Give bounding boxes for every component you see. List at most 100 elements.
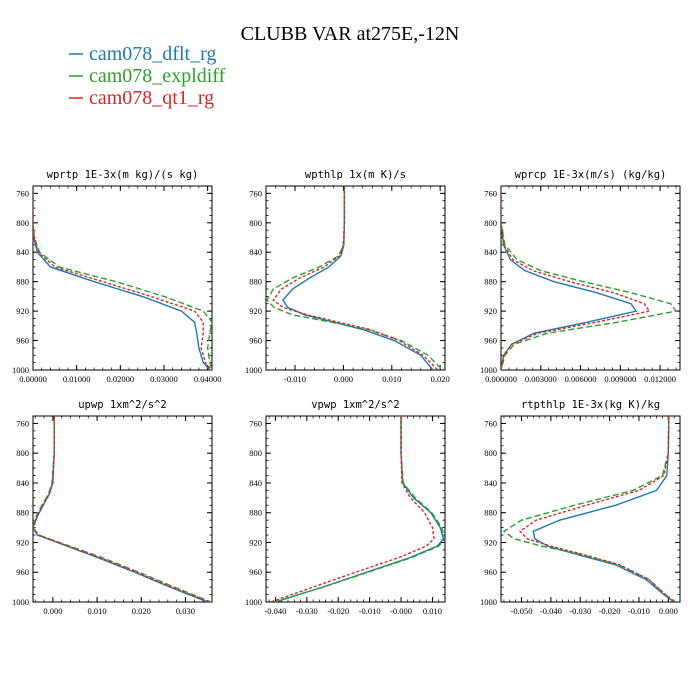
y-tick-label: 1000: [480, 597, 497, 607]
y-tick-label: 1000: [480, 365, 497, 375]
panel-title: wprtp 1E-3x(m kg)/(s kg): [47, 169, 199, 181]
panel-6: rtpthlp 1E-3x(kg K)/kg 760 800 840 880 920 960…: [480, 399, 681, 616]
x-tick-label: 0.009000: [604, 374, 636, 384]
y-tick-label: 1000: [12, 597, 29, 607]
panel-title: rtpthlp 1E-3x(kg K)/kg: [521, 399, 660, 411]
plot-frame: [265, 415, 446, 603]
x-tick-label: 0.03000: [150, 374, 178, 384]
x-tick-label: 0.000: [334, 374, 353, 384]
x-tick-label: 0.01000: [63, 374, 91, 384]
series-line-cam078_expldiff: [502, 416, 677, 602]
x-tick-label: 0.010: [88, 606, 107, 616]
y-tick-label: 840: [249, 247, 262, 257]
y-tick-label: 840: [16, 478, 29, 488]
series-line-cam078_expldiff: [33, 186, 212, 370]
y-tick-label: 960: [249, 567, 262, 577]
x-tick-label: 0.020: [132, 606, 151, 616]
x-tick-label: 0.000: [43, 606, 62, 616]
legend-entry: cam078_expldiff: [89, 65, 226, 87]
y-tick-label: 920: [249, 306, 262, 316]
y-tick-label: 880: [16, 508, 29, 518]
series-line-cam078_qt1_rg: [33, 416, 211, 602]
x-tick-label: 0.04000: [194, 374, 222, 384]
panel-title: wpthlp 1x(m K)/s: [305, 169, 406, 181]
y-tick-label: 840: [484, 247, 497, 257]
plot-frame: [500, 185, 681, 371]
series-line-cam078_dflt_rg: [282, 186, 434, 370]
x-tick-label: 0.000: [659, 606, 678, 616]
series-line-cam078_qt1_rg: [501, 186, 651, 370]
series-line-cam078_dflt_rg: [33, 416, 208, 602]
y-tick-label: 760: [484, 418, 497, 428]
x-tick-label: -0.010: [359, 606, 381, 616]
y-tick-label: 920: [484, 306, 497, 316]
legend-entry: cam078_dflt_rg: [89, 43, 216, 65]
x-tick-label: -0.000: [390, 606, 412, 616]
y-tick-label: 800: [249, 218, 262, 228]
y-tick-label: 760: [249, 418, 262, 428]
series-line-cam078_expldiff: [33, 416, 212, 602]
panel-5: vpwp 1xm^2/s^27608008408809209601000-0.0…: [245, 399, 446, 616]
x-tick-label: 0.00000: [19, 374, 47, 384]
x-tick-label: -0.020: [599, 606, 621, 616]
series-line-cam078_qt1_rg: [270, 416, 435, 602]
y-tick-label: 880: [249, 508, 262, 518]
y-tick-label: 1000: [12, 365, 29, 375]
y-tick-label: 760: [16, 188, 29, 198]
series-line-cam078_dflt_rg: [275, 416, 445, 602]
y-tick-label: 760: [249, 188, 262, 198]
x-tick-label: -0.030: [569, 606, 591, 616]
panel-4: upwp 1xm^2/s^2 760 800 840 880 920 960 1000 0.00…: [12, 399, 213, 616]
y-tick-label: 1000: [245, 597, 262, 607]
x-tick-label: 0.02000: [107, 374, 135, 384]
x-tick-label: 0.006000: [565, 374, 597, 384]
panel-3: wprcp 1E-3x(m/s) (kg/kg) 760 800 840 880 920 9…: [480, 169, 681, 384]
x-tick-label: 0.003000: [525, 374, 557, 384]
y-tick-label: 880: [249, 277, 262, 287]
x-tick-label: 0.020: [431, 374, 450, 384]
x-tick-label: -0.040: [264, 606, 286, 616]
y-tick-label: 920: [16, 306, 29, 316]
y-tick-label: 840: [16, 247, 29, 257]
x-tick-label: -0.030: [296, 606, 318, 616]
legend-entry: cam078_qt1_rg: [89, 87, 214, 109]
y-tick-label: 880: [484, 508, 497, 518]
y-tick-label: 880: [16, 277, 29, 287]
series-line-cam078_expldiff: [273, 416, 445, 602]
x-tick-label: 0.010: [382, 374, 401, 384]
y-tick-label: 880: [484, 277, 497, 287]
y-tick-label: 960: [16, 336, 29, 346]
panel-title: wprcp 1E-3x(m/s) (kg/kg): [515, 169, 667, 181]
y-tick-label: 960: [484, 567, 497, 577]
plot-frame: [32, 185, 213, 371]
y-tick-label: 800: [484, 218, 497, 228]
y-tick-label: 840: [484, 478, 497, 488]
x-tick-label: -0.040: [540, 606, 562, 616]
y-tick-label: 920: [484, 537, 497, 547]
y-tick-label: 800: [16, 448, 29, 458]
y-tick-label: 920: [249, 537, 262, 547]
y-tick-label: 760: [484, 188, 497, 198]
y-tick-label: 960: [249, 336, 262, 346]
series-line-cam078_qt1_rg: [518, 416, 675, 602]
x-tick-label: 0.010: [423, 606, 442, 616]
series-line-cam078_dflt_rg: [532, 416, 675, 602]
figure-title: CLUBB VAR at275E,-12N: [241, 23, 460, 45]
x-tick-label: -0.010: [628, 606, 650, 616]
y-tick-label: 800: [484, 448, 497, 458]
series-line-cam078_dflt_rg: [33, 186, 211, 370]
y-tick-label: 960: [484, 336, 497, 346]
x-tick-label: 0.000000: [485, 374, 517, 384]
y-tick-label: 920: [16, 537, 29, 547]
series-line-cam078_expldiff: [266, 186, 444, 370]
panels: wprtp 1E-3x(m kg)/(s kg) 760 800 840 880 920 9…: [12, 169, 681, 616]
plot-frame: [32, 415, 213, 603]
x-tick-label: -0.050: [511, 606, 533, 616]
y-tick-label: 800: [16, 218, 29, 228]
panel-1: wprtp 1E-3x(m kg)/(s kg) 760 800 840 880 920 9…: [12, 169, 221, 384]
plot-frame: [500, 415, 681, 603]
panel-title: upwp 1xm^2/s^2: [78, 399, 167, 411]
y-tick-label: 960: [16, 567, 29, 577]
x-tick-label: 0.030: [176, 606, 195, 616]
